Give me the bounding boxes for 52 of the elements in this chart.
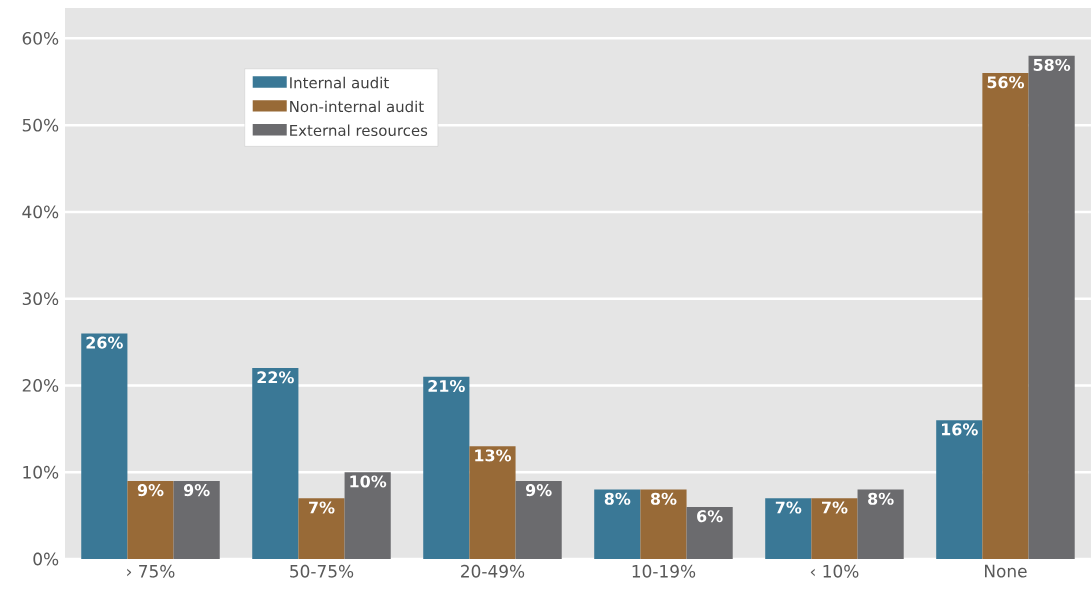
data-label: 9% [525,484,552,497]
y-tick-label: 20% [22,379,59,392]
data-label: 6% [697,510,723,523]
bar [811,498,858,559]
bar [982,73,1029,559]
x-tick-label: None [985,564,1027,578]
data-label: 56% [987,76,1025,89]
data-label: 58% [1033,58,1071,71]
bar [594,489,641,559]
bar [765,498,812,559]
data-label: 22% [257,371,294,384]
data-label: 8% [604,492,631,505]
data-label: 9% [137,484,164,497]
data-label: 26% [86,336,123,349]
y-tick-label: 50% [22,118,59,132]
bar [173,480,220,559]
bar [469,446,516,559]
y-tick-label: 60% [22,31,59,45]
x-tick-label: 10-19% [632,564,696,578]
bar [81,333,128,559]
x-tick-label: 20-49% [461,564,525,578]
x-tick-label: 50-75% [290,564,354,578]
x-tick-label: › 75% [127,564,175,578]
bar [686,506,733,559]
data-label: 13% [475,449,512,462]
bar [252,368,299,559]
bar [857,489,904,559]
bar [936,420,983,559]
bar [423,376,470,559]
bar [1028,55,1075,559]
data-label: 8% [868,492,894,505]
bar [640,489,687,559]
data-label: 8% [650,492,677,505]
data-label: 7% [821,501,848,514]
y-tick-label: 30% [22,292,59,306]
legend-label: Internal audit [290,76,389,89]
data-label: 21% [428,379,465,393]
bar [127,480,174,559]
x-tick-label: ‹ 10% [810,564,859,578]
y-tick-label: 40% [22,205,59,219]
data-label: 10% [350,475,387,488]
data-label: 16% [942,423,978,436]
legend-label: Non-internal audit [290,100,424,113]
data-label: 7% [775,501,802,514]
legend-label: External resources [290,124,428,137]
data-label: 9% [183,484,210,497]
y-tick-label: 10% [23,465,59,479]
bar [515,480,562,559]
bar [298,498,345,559]
y-tick-label: 0% [33,552,59,566]
bar [344,472,391,559]
data-label: 7% [309,501,335,514]
